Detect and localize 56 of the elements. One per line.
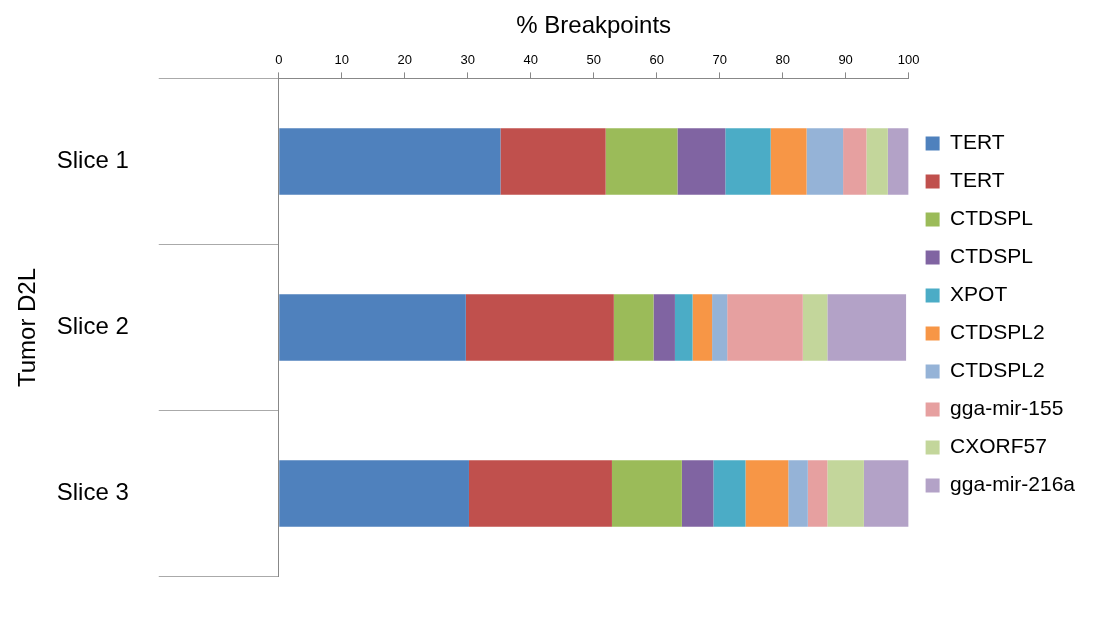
legend-label: TERT: [950, 130, 1005, 154]
bar: [802, 294, 828, 361]
bar: [605, 128, 678, 195]
legend-label: TERT: [950, 168, 1005, 192]
bar: [712, 294, 728, 361]
bar: [465, 294, 614, 361]
bar: [681, 460, 714, 527]
bar: [611, 460, 682, 527]
legend-label: CTDSPL2: [950, 358, 1045, 382]
bar: [613, 294, 654, 361]
bar: [500, 128, 606, 195]
bar: [468, 460, 612, 527]
bar: [745, 460, 789, 527]
x-tick-label: 40: [523, 52, 538, 68]
x-tick-label: 60: [649, 52, 664, 68]
bar: [788, 460, 808, 527]
x-tick-label: 70: [712, 52, 727, 68]
bar: [863, 460, 909, 527]
bar: [827, 460, 864, 527]
bar: [866, 128, 888, 195]
bar: [692, 294, 713, 361]
legend-label: XPOT: [950, 282, 1008, 306]
x-tick-label: 90: [838, 52, 853, 68]
legend-label: gga-mir-216a: [950, 472, 1076, 496]
legend-label: CTDSPL: [950, 206, 1033, 230]
x-axis-title: % Breakpoints: [516, 11, 672, 39]
bar: [827, 294, 907, 361]
bar: [653, 294, 675, 361]
x-tick-label: 0: [275, 52, 283, 68]
y-axis-title: Tumor D2L: [13, 267, 41, 388]
legend-label: CTDSPL2: [950, 320, 1045, 344]
bar: [770, 128, 807, 195]
x-tick-label: 80: [775, 52, 790, 68]
y-tick-label: Slice 3: [56, 478, 129, 506]
bar: [279, 460, 469, 527]
bar: [806, 128, 844, 195]
bar: [887, 128, 909, 195]
bar: [677, 128, 726, 195]
x-tick-label: 50: [586, 52, 601, 68]
bar: [725, 128, 771, 195]
bar: [727, 294, 803, 361]
y-tick-label: Slice 2: [56, 312, 129, 340]
legend-label: gga-mir-155: [950, 396, 1064, 420]
bar: [279, 294, 466, 361]
x-tick-label: 30: [460, 52, 475, 68]
bar: [807, 460, 828, 527]
bar: [674, 294, 693, 361]
x-tick-label: 10: [334, 52, 349, 68]
bar: [713, 460, 746, 527]
legend-label: CTDSPL: [950, 244, 1033, 268]
bar: [279, 128, 501, 195]
x-tick-label: 100: [897, 52, 920, 68]
x-tick-label: 20: [397, 52, 412, 68]
y-tick-label: Slice 1: [56, 146, 129, 174]
bar: [843, 128, 867, 195]
legend-label: CXORF57: [950, 434, 1047, 458]
